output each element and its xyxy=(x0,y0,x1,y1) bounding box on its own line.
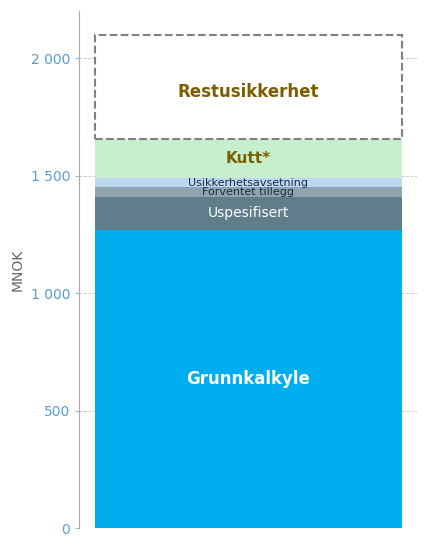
Text: Grunnkalkyle: Grunnkalkyle xyxy=(186,370,310,388)
Text: Usikkerhetsavsetning: Usikkerhetsavsetning xyxy=(188,178,308,188)
Bar xyxy=(95,187,401,197)
Bar xyxy=(95,35,401,139)
Text: Restusikkerhet: Restusikkerhet xyxy=(177,83,319,101)
Text: Uspesifisert: Uspesifisert xyxy=(207,206,289,220)
Bar xyxy=(95,139,401,178)
Bar xyxy=(95,230,401,528)
Text: Forventet tillegg: Forventet tillegg xyxy=(202,187,294,197)
Bar xyxy=(95,178,401,187)
Text: Kutt*: Kutt* xyxy=(226,151,270,166)
Bar xyxy=(95,197,401,230)
Y-axis label: MNOK: MNOK xyxy=(11,249,25,291)
